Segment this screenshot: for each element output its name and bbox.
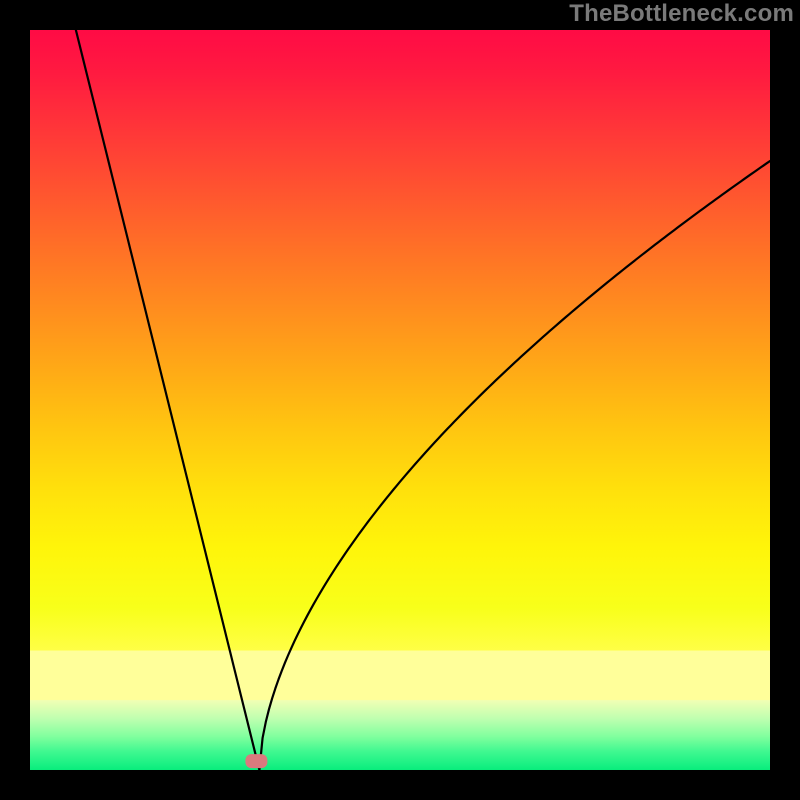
bottleneck-chart: [0, 0, 800, 800]
watermark-text: TheBottleneck.com: [569, 0, 794, 28]
chart-container: TheBottleneck.com: [0, 0, 800, 800]
plot-gradient-background: [30, 30, 770, 770]
min-point-marker: [245, 754, 267, 768]
